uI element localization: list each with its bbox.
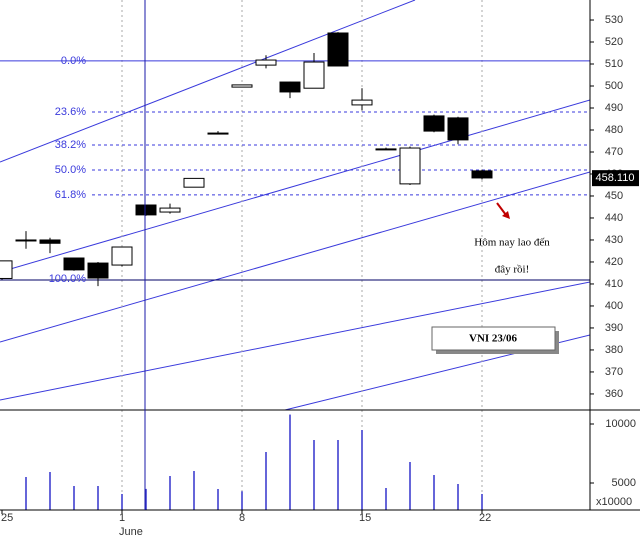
- annotation: đây rồi!: [495, 264, 530, 276]
- box-label: VNI 23/06: [469, 333, 517, 345]
- candle-body: [0, 260, 13, 279]
- candle-body: [351, 99, 373, 106]
- y-tick-label: 510: [605, 58, 623, 70]
- x-tick-label: 8: [239, 512, 245, 524]
- x-tick-label: 25: [1, 512, 13, 524]
- candle-body: [207, 132, 229, 135]
- arrow-head: [502, 211, 510, 219]
- candle-body: [15, 239, 37, 242]
- x-tick-label: 15: [359, 512, 371, 524]
- candle-body: [327, 32, 349, 67]
- y-tick-label: 530: [605, 14, 623, 26]
- y-tick-label: 370: [605, 366, 623, 378]
- trend-line: [0, 281, 590, 401]
- y-tick-label: 390: [605, 322, 623, 334]
- fib-label: 0.0%: [61, 55, 86, 67]
- candle-body: [375, 148, 397, 151]
- y-tick-label: 380: [605, 344, 623, 356]
- candle-body: [63, 257, 85, 271]
- trend-line: [0, 99, 590, 273]
- y-tick-label: 10000: [605, 418, 636, 430]
- candle-body: [255, 59, 277, 66]
- candle-body: [471, 170, 493, 179]
- last-price-box: [592, 170, 639, 187]
- x-tick-label: 1: [119, 512, 125, 524]
- candle-body: [159, 207, 181, 213]
- trend-line: [0, 0, 416, 163]
- candle-body: [447, 117, 469, 141]
- candle-body: [423, 115, 445, 132]
- y-tick-label: 440: [605, 212, 623, 224]
- candle-body: [231, 84, 253, 88]
- y-tick-label: 450: [605, 190, 623, 202]
- y-tick-label: 500: [605, 80, 623, 92]
- fib-label: 23.6%: [55, 106, 86, 118]
- y-tick-label: 520: [605, 36, 623, 48]
- y-tick-label: 360: [605, 388, 623, 400]
- label-box: [431, 326, 556, 351]
- plot-area: [0, 0, 590, 510]
- y-tick-label: 430: [605, 234, 623, 246]
- last-price-label: 458.110: [596, 172, 635, 184]
- candle-body: [399, 147, 421, 185]
- fib-label: 38.2%: [55, 139, 86, 151]
- candle-body: [279, 81, 301, 93]
- y-tick-label: 480: [605, 124, 623, 136]
- candle-body: [39, 239, 61, 244]
- y-tick-label: 470: [605, 146, 623, 158]
- fib-label: 50.0%: [55, 164, 86, 176]
- candle-body: [303, 61, 325, 89]
- month-label: June: [119, 526, 143, 538]
- y-tick-label: 490: [605, 102, 623, 114]
- candle-body: [183, 177, 205, 188]
- fib-label: 100.0%: [49, 273, 87, 285]
- candle-body: [87, 262, 109, 279]
- y-tick-label: 410: [605, 278, 623, 290]
- y-tick-label: 400: [605, 300, 623, 312]
- annotation: Hôm nay lao đến: [474, 237, 550, 249]
- candle-body: [135, 204, 157, 216]
- volume-unit: x10000: [596, 496, 632, 508]
- y-tick-label: 420: [605, 256, 623, 268]
- y-tick-label: 5000: [612, 477, 636, 489]
- fib-label: 61.8%: [55, 189, 86, 201]
- arrow: [496, 202, 507, 216]
- trend-line: [0, 171, 590, 343]
- x-tick-label: 22: [479, 512, 491, 524]
- candle-body: [111, 246, 133, 266]
